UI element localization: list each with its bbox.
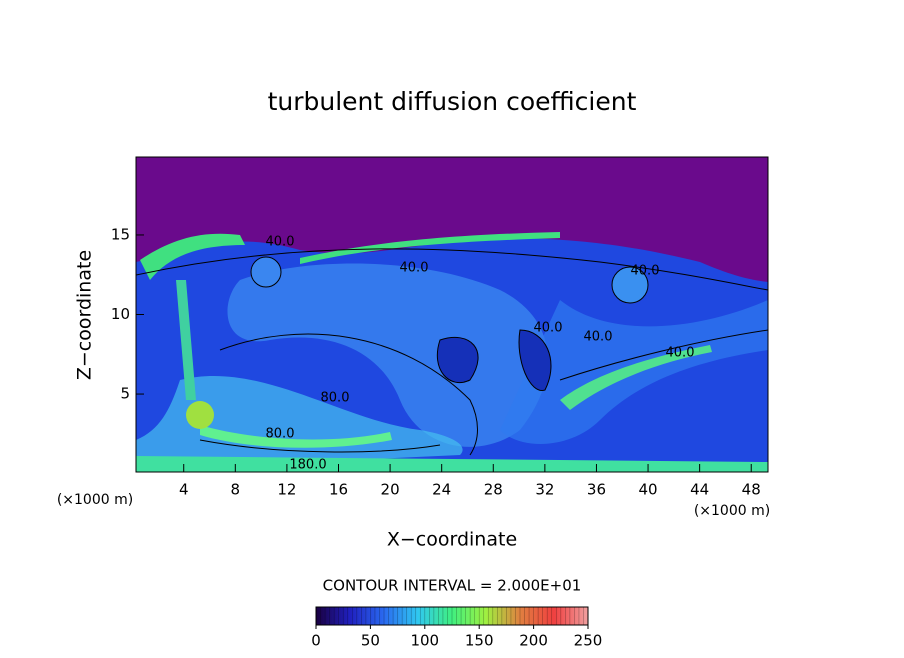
x-tick-label: 4 bbox=[179, 481, 189, 499]
contour-interval: CONTOUR INTERVAL = 2.000E+01 bbox=[323, 577, 582, 595]
contour-label: 180.0 bbox=[289, 458, 326, 473]
x-unit-right: (×1000 m) bbox=[694, 503, 770, 519]
x-tick-label: 36 bbox=[587, 481, 606, 499]
colorbar-tick-label: 150 bbox=[465, 632, 494, 650]
y-tick-label: 15 bbox=[111, 225, 130, 243]
x-tick-label: 48 bbox=[742, 481, 761, 499]
contour-label: 80.0 bbox=[321, 391, 350, 406]
colorbar-tick-label: 50 bbox=[361, 632, 380, 650]
x-tick-label: 12 bbox=[277, 481, 296, 499]
contour-label: 40.0 bbox=[534, 321, 563, 336]
contour-label: 40.0 bbox=[400, 261, 429, 276]
contour-label: 80.0 bbox=[266, 427, 295, 442]
contour-label: 40.0 bbox=[631, 264, 660, 279]
x-tick-label: 16 bbox=[329, 481, 348, 499]
contour-field bbox=[136, 157, 768, 472]
x-axis-label: X−coordinate bbox=[387, 529, 517, 551]
colorbar-tick-label: 0 bbox=[311, 632, 321, 650]
colorbar-tick-label: 250 bbox=[574, 632, 603, 650]
chart-title: turbulent diffusion coefficient bbox=[268, 87, 637, 116]
colorbar-tick-label: 100 bbox=[410, 632, 439, 650]
x-tick-label: 20 bbox=[381, 481, 400, 499]
y-tick-label: 10 bbox=[111, 305, 130, 323]
x-tick-label: 24 bbox=[432, 481, 451, 499]
colorbar bbox=[315, 606, 589, 626]
y-tick-label: 5 bbox=[120, 385, 130, 403]
x-tick-label: 40 bbox=[639, 481, 658, 499]
colorbar-tick-label: 200 bbox=[519, 632, 548, 650]
contour-label: 40.0 bbox=[584, 330, 613, 345]
contour-label: 40.0 bbox=[266, 235, 295, 250]
x-tick-label: 44 bbox=[690, 481, 709, 499]
contour-label: 40.0 bbox=[666, 346, 695, 361]
x-tick-label: 32 bbox=[535, 481, 554, 499]
x-unit-left: (×1000 m) bbox=[57, 492, 133, 508]
y-axis-label: Z−coordinate bbox=[74, 250, 96, 380]
x-tick-label: 28 bbox=[484, 481, 503, 499]
x-tick-label: 8 bbox=[231, 481, 241, 499]
